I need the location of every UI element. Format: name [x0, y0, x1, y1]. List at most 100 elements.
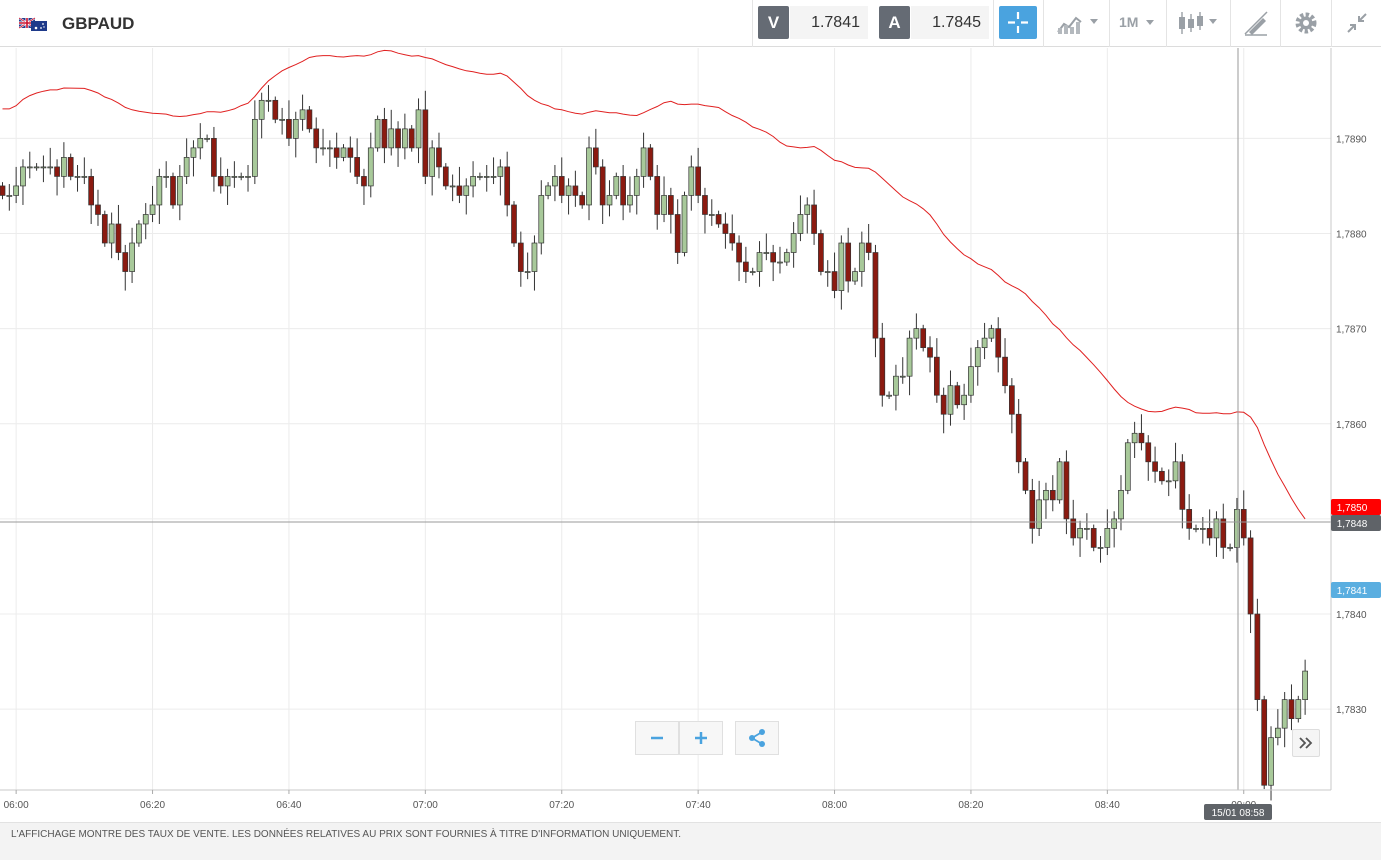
candle-body — [456, 185, 463, 196]
candle — [176, 165, 183, 221]
zoom-out-button[interactable] — [635, 721, 679, 755]
candle-body — [129, 242, 135, 272]
scroll-to-latest-button[interactable] — [1292, 729, 1320, 757]
sell-price[interactable]: 1.7841 — [790, 6, 868, 39]
candle-body — [1186, 509, 1193, 529]
x-tick-label: 06:20 — [140, 800, 165, 811]
candle — [183, 138, 190, 185]
candle-body — [627, 195, 633, 206]
candle-body — [620, 176, 626, 206]
zoom-controls — [635, 721, 723, 755]
candle — [1131, 421, 1138, 459]
candle — [1097, 536, 1104, 563]
settings-button[interactable] — [1293, 10, 1319, 36]
chevron-down-icon — [1145, 20, 1154, 25]
candle — [858, 231, 865, 287]
share-button[interactable] — [735, 721, 779, 755]
candle-body — [483, 176, 490, 178]
candle-body — [1254, 613, 1261, 700]
candle — [40, 155, 47, 183]
candle-body — [67, 157, 74, 177]
draw-tools-button[interactable] — [1243, 10, 1269, 36]
candle-body — [122, 252, 129, 272]
candle-body — [647, 147, 654, 177]
candle — [715, 210, 722, 228]
price-chart[interactable]: 1,7830 1,7840 1,7850 1,7860 1,7870 1,7880 1,78… — [0, 47, 1381, 822]
candle-body — [1145, 442, 1152, 463]
collapse-button[interactable] — [1345, 10, 1369, 36]
candle — [783, 248, 790, 266]
candle — [647, 144, 654, 181]
candle-body — [1084, 528, 1090, 530]
x-tick-label: 06:00 — [4, 800, 29, 811]
candle — [436, 132, 442, 179]
candle-body — [504, 166, 511, 206]
candle-body — [1240, 509, 1247, 539]
candle-body — [1227, 547, 1233, 549]
candle — [272, 96, 279, 124]
candle — [340, 144, 347, 162]
candle-body — [531, 242, 538, 272]
candle-body — [477, 176, 483, 178]
candle-body — [20, 166, 26, 187]
buy-price[interactable]: 1.7845 — [911, 6, 989, 39]
chart-axes: 1,7830 1,7840 1,7850 1,7860 1,7870 1,7880 1,78… — [0, 48, 1381, 822]
candle — [456, 166, 463, 204]
candle — [702, 187, 708, 234]
candle-body — [824, 271, 831, 273]
candle — [627, 176, 633, 213]
candle-body — [340, 147, 347, 158]
candle — [217, 157, 224, 194]
candle — [811, 189, 817, 245]
candle-body — [579, 195, 586, 206]
candle-body — [1234, 509, 1240, 548]
candle — [415, 98, 422, 164]
candle-body — [1274, 727, 1281, 739]
candle — [1268, 726, 1274, 801]
candle-body — [886, 394, 892, 397]
timeframe-label: 1M — [1119, 14, 1139, 30]
candle — [115, 204, 122, 261]
candle — [395, 121, 401, 167]
x-tick-label: 06:40 — [276, 800, 301, 811]
candle — [286, 100, 292, 146]
candle — [463, 178, 470, 215]
candle-body — [333, 147, 340, 158]
candle-body — [490, 176, 497, 178]
zoom-in-button[interactable] — [679, 721, 723, 755]
candle — [674, 199, 681, 264]
candle-body — [279, 118, 285, 121]
candle-body — [95, 204, 101, 215]
toolbar-separator — [993, 0, 994, 47]
candle — [108, 212, 115, 259]
y-tick-label: 1,7890 — [1336, 134, 1367, 145]
chart-type-button[interactable] — [1056, 10, 1102, 36]
candle — [688, 155, 695, 211]
candle — [1043, 482, 1049, 519]
sell-button[interactable]: V — [758, 6, 789, 39]
candle — [442, 163, 449, 190]
buy-button[interactable]: A — [879, 6, 910, 39]
candle-style-button[interactable] — [1178, 10, 1224, 36]
candle — [722, 212, 729, 249]
candle — [1159, 467, 1165, 485]
candle — [299, 94, 306, 131]
candle — [886, 391, 892, 400]
candle-body — [238, 176, 245, 178]
timeframe-dropdown[interactable]: 1M — [1119, 14, 1159, 40]
crosshair-button[interactable] — [999, 6, 1037, 39]
candle-body — [395, 128, 401, 149]
candle — [920, 324, 927, 352]
candle-body — [142, 214, 149, 225]
candle — [101, 210, 108, 247]
candle — [899, 357, 906, 384]
footer: L'AFFICHAGE MONTRE DES TAUX DE VENTE. LE… — [0, 822, 1381, 860]
candle — [265, 85, 272, 112]
crosshair-time-tag-text: 15/01 08:58 — [1212, 808, 1265, 819]
candle-body — [1118, 489, 1124, 520]
candle — [818, 229, 824, 276]
candle-body — [13, 185, 19, 196]
candle-body — [422, 109, 429, 177]
sell-price-tag — [1331, 582, 1381, 598]
candle-body — [1138, 432, 1145, 444]
